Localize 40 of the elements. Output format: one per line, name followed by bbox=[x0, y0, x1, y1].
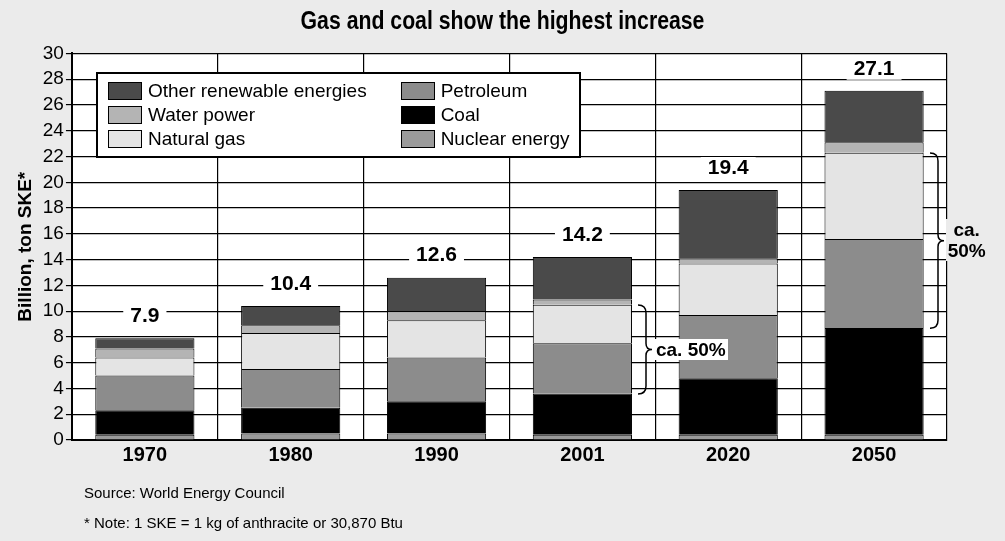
y-tick-label: 6 bbox=[53, 350, 64, 372]
y-tick-label: 10 bbox=[42, 299, 64, 321]
chart-title: Gas and coal show the highest increase bbox=[299, 6, 706, 35]
x-tick-label: 1980 bbox=[268, 442, 313, 465]
y-tick-label: 18 bbox=[42, 196, 64, 218]
total-label: 14.2 bbox=[561, 221, 603, 245]
y-tick-label: 30 bbox=[42, 41, 64, 63]
y-tick-label: 12 bbox=[42, 273, 64, 295]
x-tick-label: 2001 bbox=[560, 442, 605, 465]
y-tick-label: 24 bbox=[42, 118, 65, 140]
total-label: 7.9 bbox=[130, 302, 160, 326]
y-tick-label: 0 bbox=[53, 428, 64, 450]
y-tick-label: 14 bbox=[42, 247, 65, 269]
y-axis-title: Billion, ton SKE* bbox=[13, 171, 35, 322]
y-tick-label: 22 bbox=[42, 144, 64, 166]
y-tick-label: 26 bbox=[42, 93, 64, 115]
legend-label: Petroleum bbox=[440, 80, 528, 102]
y-tick-label: 8 bbox=[53, 325, 64, 347]
legend-label: Coal bbox=[440, 104, 480, 126]
legend-label: Natural gas bbox=[148, 128, 246, 150]
x-tick-label: 1970 bbox=[122, 442, 168, 465]
x-tick-label: 2020 bbox=[705, 442, 751, 465]
x-tick-label: 1990 bbox=[414, 442, 459, 465]
text: ca. 50% bbox=[945, 219, 988, 262]
legend-label: Water power bbox=[148, 104, 255, 126]
text: * Note: 1 SKE = 1 kg of anthracite or 30,870 Btu bbox=[84, 513, 403, 533]
annotation: ca. 50% bbox=[653, 338, 728, 360]
source-note: Source: World Energy Council bbox=[84, 483, 286, 503]
legend-label: Other renewable energies bbox=[148, 80, 367, 102]
y-tick-label: 4 bbox=[53, 376, 65, 398]
total-label: 27.1 bbox=[853, 55, 895, 79]
total-label: 10.4 bbox=[270, 270, 312, 294]
total-label: 12.6 bbox=[416, 242, 457, 266]
y-tick-label: 2 bbox=[53, 402, 64, 424]
y-tick-label: 16 bbox=[42, 222, 64, 244]
total-label: 19.4 bbox=[707, 154, 749, 178]
x-tick-label: 2050 bbox=[851, 442, 897, 465]
legend-label: Nuclear energy bbox=[440, 128, 570, 150]
y-tick-label: 20 bbox=[42, 170, 64, 192]
y-tick-label: 28 bbox=[42, 67, 64, 89]
